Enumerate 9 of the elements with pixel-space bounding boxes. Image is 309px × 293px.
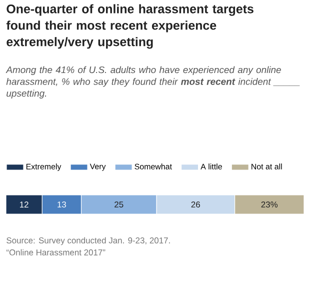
data-label: 13	[58, 202, 66, 208]
text: Among the 41% of U.S. adults who have experienced any online harassment, % who say they found their most recent incident _____ upsetting.	[6, 66, 300, 99]
source-note: Source: Survey conducted Jan. 9-23, 2017.	[6, 237, 170, 246]
text: “Online Harassment 2017”	[6, 249, 106, 256]
data-label: 26	[191, 202, 200, 208]
data-label: 23%	[261, 202, 278, 208]
data-label: 12	[20, 202, 28, 208]
chart-title: One-quarter of online harassment targets found their most recent experience extremely/very upsetting	[6, 4, 254, 49]
data-label: 25	[114, 202, 124, 208]
